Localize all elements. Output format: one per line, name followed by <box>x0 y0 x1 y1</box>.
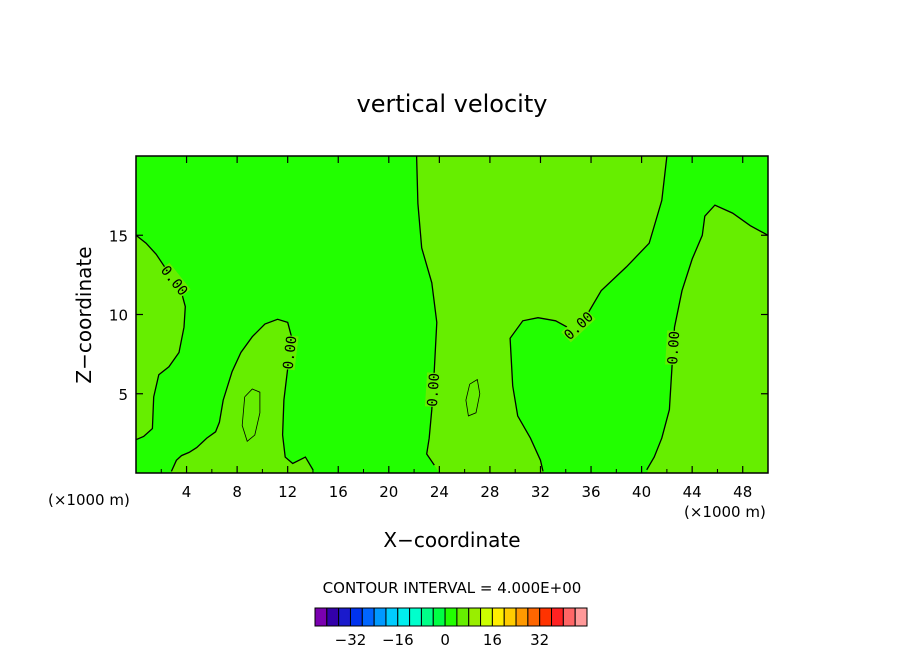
contour-line-5 <box>241 388 261 442</box>
colorbar-swatch <box>539 607 553 627</box>
x-tick-label: 24 <box>430 483 449 501</box>
colorbar-tick-label: 0 <box>440 631 450 649</box>
colorbar-tick-label: 32 <box>530 631 549 649</box>
chart-title: vertical velocity <box>357 90 548 118</box>
x-axis-ticks: 4 8 12 16 20 24 28 32 36 40 44 48 <box>160 156 752 501</box>
colorbar-swatch <box>551 607 564 627</box>
colorbar-swatch <box>349 607 363 627</box>
colorbar <box>314 607 588 627</box>
colorbar-tick-labels: −32 −16 0 16 32 <box>335 631 550 649</box>
colorbar-swatch <box>527 607 541 627</box>
contour-lines <box>135 155 769 472</box>
x-tick-label: 44 <box>683 483 702 501</box>
colorbar-swatch <box>456 607 470 627</box>
contour-line-0 <box>135 234 186 441</box>
colorbar-swatch <box>397 607 411 627</box>
colorbar-swatch <box>338 607 351 627</box>
y-axis-label: Z−coordinate <box>72 246 96 383</box>
x-axis-label: X−coordinate <box>383 528 520 552</box>
colorbar-swatch <box>420 607 434 627</box>
contour-label-bg-0 <box>158 262 191 299</box>
colorbar-swatch <box>326 607 340 627</box>
colorbar-swatch <box>314 607 328 627</box>
x-tick-label: 32 <box>531 483 550 501</box>
contour-label-bg-1 <box>280 334 299 371</box>
x-tick-label: 48 <box>733 483 752 501</box>
x-tick-label: 40 <box>632 483 651 501</box>
x-unit-left: (×1000 m) <box>48 491 130 509</box>
colorbar-swatch <box>432 607 446 627</box>
x-unit-right: (×1000 m) <box>684 503 766 521</box>
x-tick-label: 16 <box>329 483 348 501</box>
positive-region-3 <box>646 205 768 473</box>
contour-line-3 <box>509 155 668 472</box>
colorbar-swatch <box>373 607 387 627</box>
y-tick-label: 5 <box>118 386 128 404</box>
contour-line-1 <box>170 318 314 472</box>
y-axis-ticks: 5 10 15 <box>109 227 768 404</box>
contour-label-bg-3 <box>561 308 596 343</box>
contour-label-bg-4 <box>665 330 682 366</box>
contour-line-4 <box>646 204 769 471</box>
colorbar-swatch <box>480 607 493 627</box>
colorbar-swatch <box>503 607 517 627</box>
x-tick-label: 20 <box>379 483 398 501</box>
contour-interval-label: CONTOUR INTERVAL = 4.000E+00 <box>323 579 582 597</box>
x-tick-label: 36 <box>581 483 600 501</box>
colorbar-tick-label: 16 <box>483 631 502 649</box>
x-tick-label: 12 <box>278 483 297 501</box>
x-tick-label: 8 <box>232 483 242 501</box>
y-tick-label: 15 <box>109 227 128 245</box>
plot-area <box>136 156 768 473</box>
colorbar-tick-label: −32 <box>335 631 367 649</box>
x-tick-label: 28 <box>480 483 499 501</box>
contour-line-2 <box>415 155 438 466</box>
y-tick-label: 10 <box>109 307 128 325</box>
x-tick-label: 4 <box>182 483 192 501</box>
contour-label-4: 0.00 <box>665 331 683 366</box>
colorbar-swatch <box>468 607 482 627</box>
colorbar-swatch <box>361 607 375 627</box>
colorbar-swatch <box>574 607 588 627</box>
contour-label-2: 0.00 <box>425 373 443 408</box>
contour-line-6 <box>465 378 481 417</box>
colorbar-swatch <box>385 607 399 627</box>
colorbar-swatch <box>444 607 458 627</box>
contour-label-1: 0.00 <box>281 335 301 370</box>
positive-region-1 <box>171 319 313 473</box>
colorbar-swatch <box>491 607 505 627</box>
colorbar-tick-label: −16 <box>382 631 414 649</box>
contour-label-bg-2 <box>424 372 442 408</box>
colorbar-swatch <box>562 607 576 627</box>
colorbar-swatch <box>409 607 422 627</box>
colorbar-swatch <box>515 607 529 627</box>
